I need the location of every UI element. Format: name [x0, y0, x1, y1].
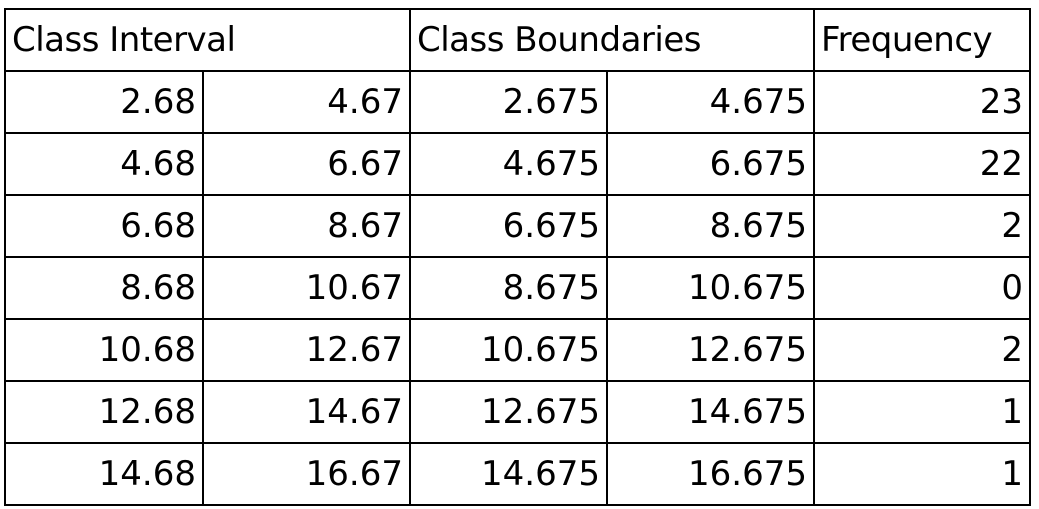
- frequency-cell: 0: [813, 256, 1031, 320]
- table-row: 2.68 4.67 2.675 4.675 23: [4, 70, 1031, 134]
- frequency-cell: 2: [813, 194, 1031, 258]
- frequency-table: Class Interval Class Boundaries Frequenc…: [4, 8, 1031, 506]
- table-header-row: Class Interval Class Boundaries Frequenc…: [4, 8, 1031, 72]
- interval-lower-cell: 6.68: [4, 194, 204, 258]
- frequency-cell: 1: [813, 380, 1031, 444]
- frequency-cell: 2: [813, 318, 1031, 382]
- interval-upper-cell: 6.67: [202, 132, 411, 196]
- header-class-interval: Class Interval: [4, 8, 411, 72]
- interval-lower-cell: 4.68: [4, 132, 204, 196]
- table-row: 10.68 12.67 10.675 12.675 2: [4, 318, 1031, 382]
- interval-lower-cell: 12.68: [4, 380, 204, 444]
- interval-lower-cell: 14.68: [4, 442, 204, 506]
- boundary-upper-cell: 8.675: [606, 194, 815, 258]
- boundary-lower-cell: 10.675: [409, 318, 608, 382]
- boundary-lower-cell: 8.675: [409, 256, 608, 320]
- boundary-lower-cell: 12.675: [409, 380, 608, 444]
- interval-upper-cell: 14.67: [202, 380, 411, 444]
- boundary-upper-cell: 6.675: [606, 132, 815, 196]
- interval-upper-cell: 8.67: [202, 194, 411, 258]
- frequency-cell: 1: [813, 442, 1031, 506]
- boundary-upper-cell: 4.675: [606, 70, 815, 134]
- header-class-boundaries: Class Boundaries: [409, 8, 815, 72]
- table-row: 14.68 16.67 14.675 16.675 1: [4, 442, 1031, 506]
- table-row: 8.68 10.67 8.675 10.675 0: [4, 256, 1031, 320]
- interval-lower-cell: 2.68: [4, 70, 204, 134]
- boundary-upper-cell: 10.675: [606, 256, 815, 320]
- interval-upper-cell: 4.67: [202, 70, 411, 134]
- boundary-lower-cell: 2.675: [409, 70, 608, 134]
- boundary-lower-cell: 4.675: [409, 132, 608, 196]
- boundary-lower-cell: 6.675: [409, 194, 608, 258]
- interval-lower-cell: 8.68: [4, 256, 204, 320]
- interval-upper-cell: 12.67: [202, 318, 411, 382]
- table-row: 12.68 14.67 12.675 14.675 1: [4, 380, 1031, 444]
- boundary-upper-cell: 16.675: [606, 442, 815, 506]
- table-row: 6.68 8.67 6.675 8.675 2: [4, 194, 1031, 258]
- boundary-upper-cell: 14.675: [606, 380, 815, 444]
- header-frequency: Frequency: [813, 8, 1031, 72]
- interval-upper-cell: 10.67: [202, 256, 411, 320]
- frequency-cell: 23: [813, 70, 1031, 134]
- frequency-cell: 22: [813, 132, 1031, 196]
- interval-lower-cell: 10.68: [4, 318, 204, 382]
- table-row: 4.68 6.67 4.675 6.675 22: [4, 132, 1031, 196]
- boundary-lower-cell: 14.675: [409, 442, 608, 506]
- boundary-upper-cell: 12.675: [606, 318, 815, 382]
- interval-upper-cell: 16.67: [202, 442, 411, 506]
